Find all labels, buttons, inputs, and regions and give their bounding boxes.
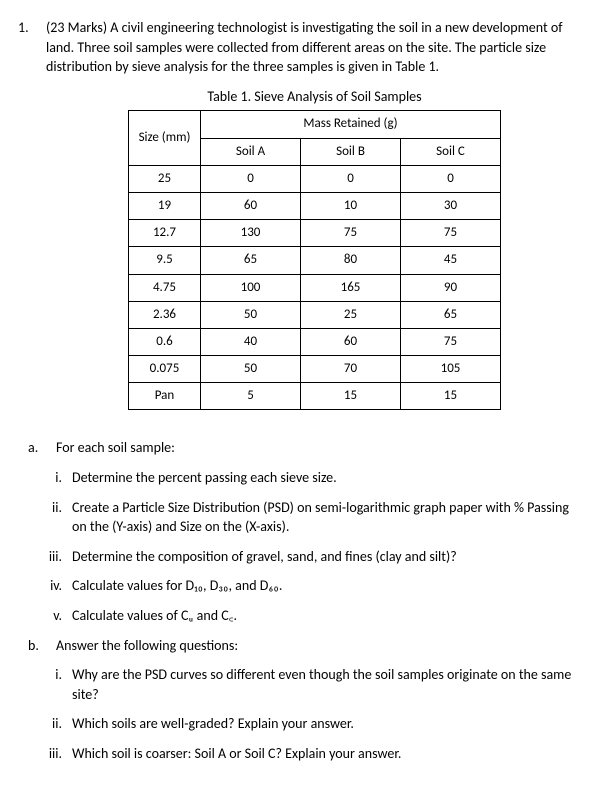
table-row: 19601030 <box>129 192 501 219</box>
part-a-items: i.Determine the percent passing each sie… <box>42 468 583 626</box>
item-text: Why are the PSD curves so different even… <box>72 665 583 704</box>
cell-a: 40 <box>201 328 301 355</box>
cell-c: 45 <box>401 247 501 274</box>
table-row: 0.6406075 <box>129 328 501 355</box>
part-b-lead: Answer the following questions: <box>56 636 583 656</box>
cell-size: 9.5 <box>129 247 201 274</box>
cell-a: 130 <box>201 220 301 247</box>
cell-size: 0.075 <box>129 356 201 383</box>
cell-c: 75 <box>401 328 501 355</box>
cell-a: 60 <box>201 192 301 219</box>
cell-b: 70 <box>301 356 401 383</box>
cell-size: 2.36 <box>129 301 201 328</box>
item-num: v. <box>42 606 72 626</box>
question-marks: (23 Marks) <box>46 19 107 36</box>
table-row: 0.0755070105 <box>129 356 501 383</box>
question-block: 1. (23 Marks) A civil engineering techno… <box>18 18 583 428</box>
header-soil-c: Soil C <box>401 138 501 165</box>
cell-a: 0 <box>201 165 301 192</box>
cell-size: Pan <box>129 383 201 410</box>
item-num: iii. <box>42 547 72 567</box>
header-size: Size (mm) <box>129 111 201 165</box>
table-header-row-1: Size (mm) Mass Retained (g) <box>129 111 501 138</box>
cell-a: 50 <box>201 356 301 383</box>
item-text: Determine the composition of gravel, san… <box>72 547 583 567</box>
part-b-header: b. Answer the following questions: <box>28 636 583 656</box>
item-text: Create a Particle Size Distribution (PSD… <box>72 498 583 537</box>
header-soil-a: Soil A <box>201 138 301 165</box>
cell-b: 60 <box>301 328 401 355</box>
part-a: a. For each soil sample: i.Determine the… <box>28 438 583 625</box>
cell-b: 80 <box>301 247 401 274</box>
header-mass: Mass Retained (g) <box>201 111 501 138</box>
table-row: 12.71307575 <box>129 220 501 247</box>
cell-size: 12.7 <box>129 220 201 247</box>
question-number: 1. <box>18 18 46 428</box>
cell-c: 105 <box>401 356 501 383</box>
table-row: 2.36502565 <box>129 301 501 328</box>
cell-c: 30 <box>401 192 501 219</box>
item-num: i. <box>42 468 72 488</box>
part-b-label: b. <box>28 636 56 656</box>
list-item: v.Calculate values of Cᵤ and C꜀. <box>42 606 583 626</box>
cell-size: 0.6 <box>129 328 201 355</box>
cell-a: 100 <box>201 274 301 301</box>
list-item: iv.Calculate values for D₁₀, D₃₀, and D₆… <box>42 576 583 596</box>
table-row: 9.5658045 <box>129 247 501 274</box>
item-text: Which soil is coarser: Soil A or Soil C?… <box>72 744 583 764</box>
cell-b: 0 <box>301 165 401 192</box>
item-num: iii. <box>42 744 72 764</box>
cell-a: 65 <box>201 247 301 274</box>
table-row: 25000 <box>129 165 501 192</box>
list-item: ii.Which soils are well-graded? Explain … <box>42 714 583 734</box>
cell-b: 25 <box>301 301 401 328</box>
cell-b: 15 <box>301 383 401 410</box>
item-num: i. <box>42 665 72 704</box>
question-intro: (23 Marks) A civil engineering technolog… <box>46 18 583 77</box>
table-row: 4.7510016590 <box>129 274 501 301</box>
item-num: ii. <box>42 714 72 734</box>
cell-b: 165 <box>301 274 401 301</box>
cell-a: 50 <box>201 301 301 328</box>
cell-a: 5 <box>201 383 301 410</box>
question-text: A civil engineering technologist is inve… <box>46 19 563 75</box>
part-a-lead: For each soil sample: <box>56 438 583 458</box>
cell-size: 19 <box>129 192 201 219</box>
cell-c: 15 <box>401 383 501 410</box>
cell-size: 25 <box>129 165 201 192</box>
cell-b: 75 <box>301 220 401 247</box>
cell-b: 10 <box>301 192 401 219</box>
part-a-header: a. For each soil sample: <box>28 438 583 458</box>
item-text: Calculate values of Cᵤ and C꜀. <box>72 606 583 626</box>
cell-c: 65 <box>401 301 501 328</box>
item-num: iv. <box>42 576 72 596</box>
part-a-label: a. <box>28 438 56 458</box>
list-item: iii.Which soil is coarser: Soil A or Soi… <box>42 744 583 764</box>
cell-c: 90 <box>401 274 501 301</box>
cell-c: 0 <box>401 165 501 192</box>
list-item: i.Determine the percent passing each sie… <box>42 468 583 488</box>
table-row: Pan51515 <box>129 383 501 410</box>
header-soil-b: Soil B <box>301 138 401 165</box>
list-item: i.Why are the PSD curves so different ev… <box>42 665 583 704</box>
list-item: iii.Determine the composition of gravel,… <box>42 547 583 567</box>
cell-size: 4.75 <box>129 274 201 301</box>
sieve-table: Size (mm) Mass Retained (g) Soil A Soil … <box>128 110 501 410</box>
cell-c: 75 <box>401 220 501 247</box>
list-item: ii.Create a Particle Size Distribution (… <box>42 498 583 537</box>
part-b-items: i.Why are the PSD curves so different ev… <box>42 665 583 763</box>
item-num: ii. <box>42 498 72 537</box>
item-text: Determine the percent passing each sieve… <box>72 468 583 488</box>
table-title: Table 1. Sieve Analysis of Soil Samples <box>46 87 583 107</box>
item-text: Which soils are well-graded? Explain you… <box>72 714 583 734</box>
item-text: Calculate values for D₁₀, D₃₀, and D₆₀. <box>72 576 583 596</box>
question-body: (23 Marks) A civil engineering technolog… <box>46 18 583 428</box>
